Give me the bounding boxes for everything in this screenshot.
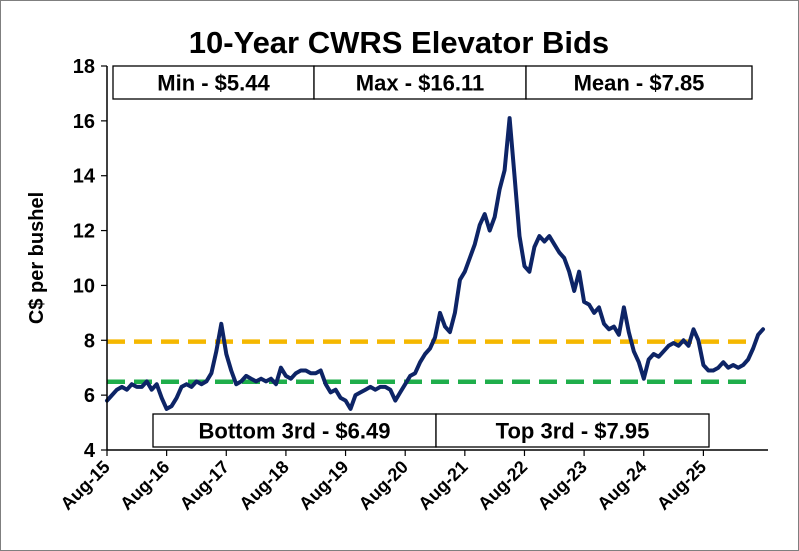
stat-bottom-box <box>435 413 710 448</box>
stats-top-row: Min - $5.44 Max - $16.11 Mean - $7.85 <box>112 65 753 100</box>
series-group <box>105 116 765 411</box>
y-tick-label: 18 <box>73 56 95 78</box>
y-tick-label: 8 <box>84 330 95 352</box>
y-tick-label: 14 <box>73 166 96 188</box>
x-tick-label: Aug-17 <box>176 457 233 514</box>
x-tick-label: Aug-23 <box>534 457 591 514</box>
x-tick-label: Aug-18 <box>235 457 292 514</box>
x-tick-label: Aug-24 <box>593 457 650 514</box>
stat-bottom-text: Top 3rd - $7.95 <box>496 419 650 444</box>
y-tick-label: 6 <box>84 385 95 407</box>
x-tick-label: Aug-19 <box>295 457 352 514</box>
x-axis: Aug-15 Aug-16 Aug-17 Aug-18 Aug-19 Aug-20 Aug-… <box>57 450 710 514</box>
stat-top-text: Mean - $7.85 <box>574 71 705 96</box>
x-tick-label: Aug-25 <box>653 457 710 514</box>
y-tick-label: 10 <box>73 275 95 297</box>
stats-bottom-row: Bottom 3rd - $6.49 Top 3rd - $7.95 <box>152 413 710 448</box>
stat-top-box <box>525 65 753 100</box>
x-tick-label: Aug-16 <box>116 457 173 514</box>
y-tick-label: 4 <box>84 440 96 462</box>
x-tick-label: Aug-21 <box>414 457 471 514</box>
stat-top-box <box>112 65 315 100</box>
x-tick-label: Aug-20 <box>355 457 412 514</box>
x-tick-label: Aug-22 <box>474 457 531 514</box>
stat-top-box <box>313 65 527 100</box>
y-tick-label: 16 <box>73 111 95 133</box>
stat-bottom-box <box>152 413 437 448</box>
y-axis-label: C$ per bushel <box>26 192 48 324</box>
stat-top-text: Min - $5.44 <box>157 71 270 96</box>
x-tick-label: Aug-15 <box>57 457 114 514</box>
stat-top-text: Max - $16.11 <box>356 71 484 96</box>
series-line <box>105 116 765 411</box>
chart-title: 10-Year CWRS Elevator Bids <box>189 25 609 60</box>
axes <box>106 66 768 451</box>
y-tick-label: 12 <box>73 221 95 243</box>
y-axis: 4 6 8 10 12 14 16 18 <box>73 56 107 462</box>
stat-bottom-text: Bottom 3rd - $6.49 <box>199 419 391 444</box>
